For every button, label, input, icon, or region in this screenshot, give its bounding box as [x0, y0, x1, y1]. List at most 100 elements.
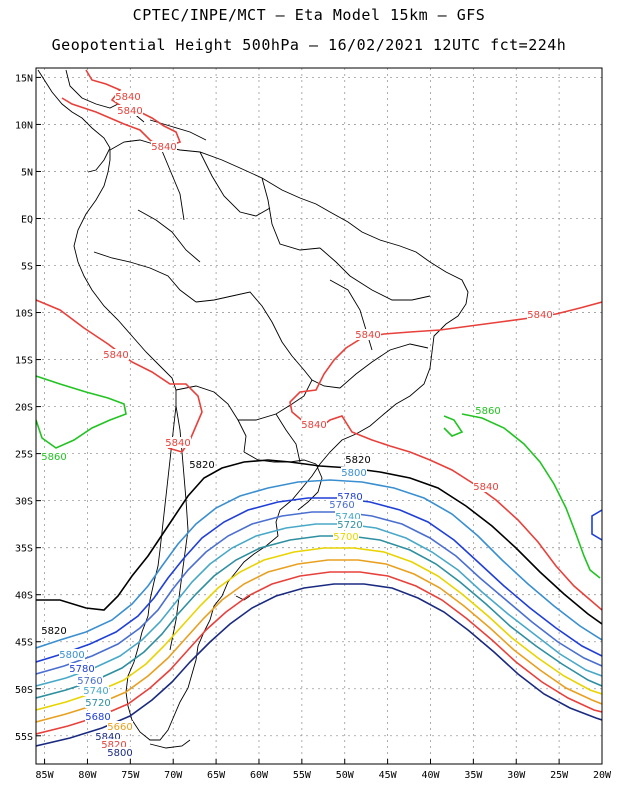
contour-label-bg	[77, 675, 103, 686]
axis-ticks: 15N 10N 5N EQ 5S 10S 15S 20S 25S 30S 35S 40S 45S 50S 5…	[15, 73, 612, 781]
contour-5640-band	[36, 583, 602, 747]
contour-5700-band	[36, 547, 602, 711]
contour-label: 5660	[107, 722, 132, 733]
lon-tick-label: 60W	[250, 770, 269, 781]
lon-tick-label: 45W	[379, 770, 398, 781]
contour-5840-east	[289, 301, 602, 611]
contour-label-bg	[355, 329, 381, 340]
contour-label-bg	[41, 451, 67, 462]
lat-tick-label: 35S	[15, 544, 33, 555]
lon-tick-label: 35W	[464, 770, 483, 781]
contour-label: 5720	[85, 698, 110, 709]
contour-label: 5840	[103, 350, 128, 361]
contour-label-bg	[115, 91, 141, 102]
contour-5860-east	[443, 413, 601, 579]
title-line-2: Geopotential Height 500hPa – 16/02/2021 …	[51, 36, 567, 54]
contour-label: 5680	[85, 712, 110, 723]
lat-tick-label: 15S	[15, 356, 33, 367]
contour-5860-box	[591, 509, 602, 541]
contour-label-bg	[103, 349, 129, 360]
lat-tick-label: 55S	[15, 732, 33, 743]
contour-label: 5840	[165, 438, 190, 449]
contour-label: 5760	[329, 500, 354, 511]
contour-label-bg	[83, 685, 109, 696]
contour-5780-band	[36, 497, 602, 663]
contour-label: 5800	[341, 468, 366, 479]
contour-label-bg	[151, 141, 177, 152]
contour-label: 5860	[475, 406, 500, 417]
contour-label-bg	[329, 499, 355, 510]
lat-tick-label: 45S	[15, 638, 33, 649]
contour-label-bg	[101, 739, 127, 750]
contour-5800-band	[36, 479, 602, 649]
contour-5840-middle	[36, 299, 203, 453]
contour-label: 5800	[59, 650, 84, 661]
title-line-1: CPTEC/INPE/MCT – Eta Model 15km – GFS	[132, 6, 486, 24]
contour-label-bg	[165, 437, 191, 448]
contour-5660-band	[36, 571, 602, 735]
contour-label: 5840	[151, 142, 176, 153]
contour-label: 5820	[189, 460, 214, 471]
contour-label-bg	[345, 454, 371, 465]
contour-label-bg	[95, 731, 121, 742]
contour-label: 5840	[95, 732, 120, 743]
contour-label: 5700	[333, 532, 358, 543]
contour-label: 5840	[115, 92, 140, 103]
contour-label: 5760	[77, 676, 102, 687]
contour-label: 5820	[101, 740, 126, 751]
lon-tick-label: 75W	[121, 770, 140, 781]
contour-label: 5780	[69, 664, 94, 675]
contour-label: 5740	[83, 686, 108, 697]
contour-label-bg	[473, 481, 499, 492]
lat-tick-label: 25S	[15, 450, 33, 461]
contour-label: 5860	[41, 452, 66, 463]
contour-label: 5840	[117, 106, 142, 117]
contour-label-bg	[69, 663, 95, 674]
lat-tick-label: EQ	[21, 214, 33, 225]
contour-label-bg	[527, 309, 553, 320]
lon-tick-label: 40W	[421, 770, 440, 781]
contour-label-bg	[41, 625, 67, 636]
contour-5820	[36, 459, 602, 625]
contour-label-bg	[107, 721, 133, 732]
lat-tick-label: 50S	[15, 685, 33, 696]
contour-5860-west	[36, 375, 127, 449]
contour-label: 5820	[41, 626, 66, 637]
contour-label-bg	[189, 459, 215, 470]
contour-label-bg	[335, 511, 361, 522]
contour-label-bg	[117, 105, 143, 116]
contour-5740-band	[36, 523, 602, 687]
lon-tick-label: 85W	[36, 770, 55, 781]
contour-label: 5840	[355, 330, 380, 341]
lat-tick-label: 30S	[15, 497, 33, 508]
lat-tick-label: 20S	[15, 403, 33, 414]
contour-label-bg	[107, 747, 133, 758]
contour-label-bg	[59, 649, 85, 660]
lat-tick-label: 5N	[21, 167, 33, 178]
contour-5680-band	[36, 559, 602, 723]
lat-tick-label: 10N	[15, 120, 33, 131]
contour-label-bg	[337, 519, 363, 530]
contour-label: 5840	[301, 420, 326, 431]
lon-tick-label: 25W	[550, 770, 569, 781]
contour-label-bg	[341, 467, 367, 478]
lat-tick-label: 10S	[15, 309, 33, 320]
lon-tick-label: 80W	[78, 770, 97, 781]
contour-label: 5840	[473, 482, 498, 493]
contour-label: 5820	[345, 455, 370, 466]
contour-label-bg	[85, 711, 111, 722]
lat-tick-label: 15N	[15, 73, 33, 84]
lon-tick-label: 55W	[293, 770, 312, 781]
lon-tick-label: 70W	[164, 770, 183, 781]
contour-5720-band	[36, 535, 602, 699]
contour-label-bg	[301, 419, 327, 430]
contour-label-bg	[85, 697, 111, 708]
lon-tick-label: 65W	[207, 770, 226, 781]
lon-tick-label: 20W	[593, 770, 612, 781]
contour-label-bg	[333, 531, 359, 542]
contour-label-bg	[337, 491, 363, 502]
contour-label: 5720	[337, 520, 362, 531]
lon-tick-label: 50W	[336, 770, 355, 781]
plot-frame	[35, 67, 603, 765]
